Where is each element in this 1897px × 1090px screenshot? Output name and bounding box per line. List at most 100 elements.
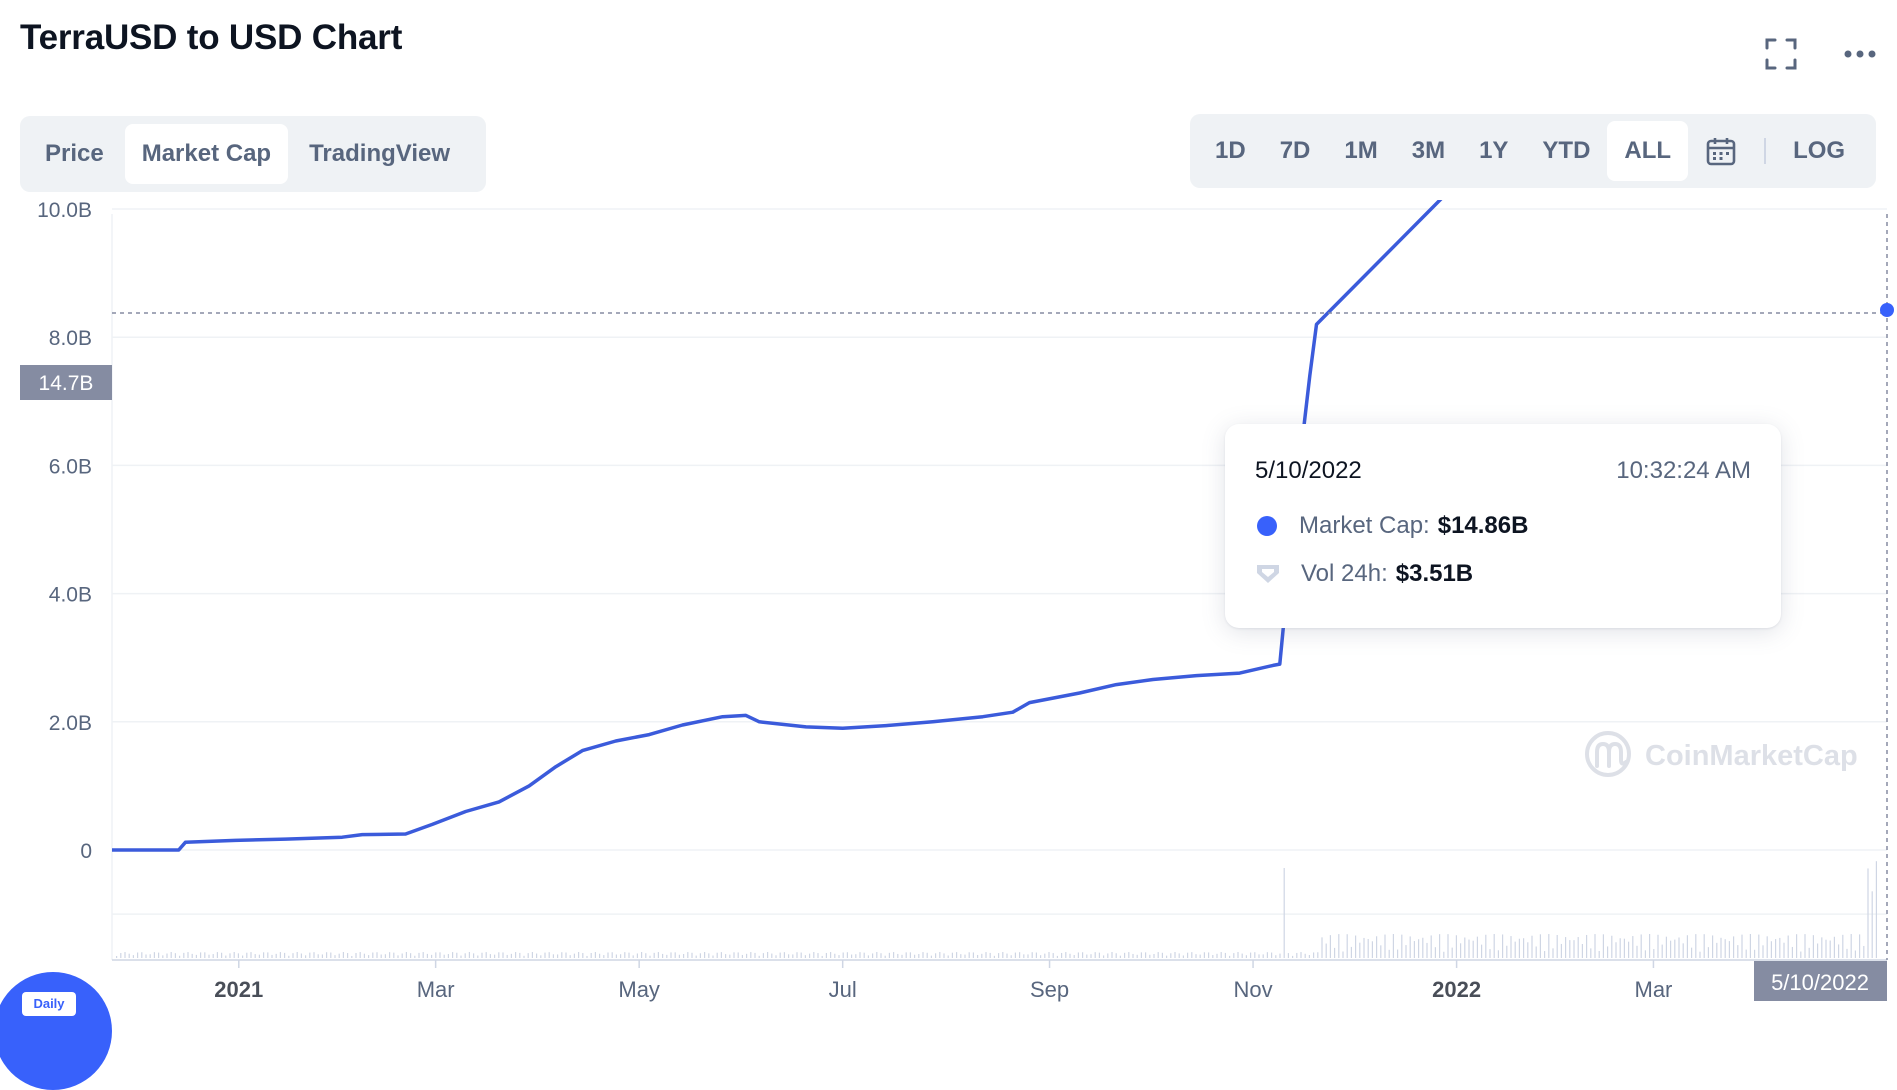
tooltip-volume-label: Vol 24h: — [1301, 560, 1388, 587]
volume-bar — [897, 953, 899, 958]
volume-bar — [1565, 937, 1567, 958]
y-tick-label: 10.0B — [37, 200, 92, 222]
volume-bar — [384, 954, 386, 958]
volume-bar — [779, 952, 781, 958]
volume-bar — [687, 952, 689, 958]
volume-bar — [1241, 953, 1243, 958]
market-cap-line — [112, 0, 1631, 852]
range-1d[interactable]: 1D — [1215, 137, 1246, 164]
volume-bar — [1619, 938, 1621, 958]
volume-bar — [935, 953, 937, 958]
volume-bar — [523, 955, 525, 958]
volume-bar — [225, 955, 227, 958]
crosshair-y-label-text: 14.7B — [39, 372, 94, 395]
volume-bar — [1682, 943, 1684, 958]
volume-bar — [998, 953, 1000, 958]
calendar-button[interactable] — [1688, 121, 1754, 181]
volume-bar — [1212, 954, 1214, 958]
volume-bar — [1094, 952, 1096, 958]
volume-bar — [1107, 953, 1109, 958]
volume-bar — [1821, 937, 1823, 958]
volume-bar — [842, 952, 844, 958]
volume-bar — [670, 952, 672, 958]
range-ytd[interactable]: YTD — [1542, 137, 1591, 164]
volume-bar — [515, 952, 517, 958]
daily-badge[interactable]: Daily — [0, 972, 112, 1090]
volume-bar — [884, 955, 886, 958]
volume-bar — [1581, 943, 1583, 958]
x-tick-label: 2021 — [214, 977, 263, 1002]
volume-bar — [536, 953, 538, 958]
range-all[interactable]: ALL — [1607, 121, 1689, 181]
volume-bar — [758, 955, 760, 958]
volume-bar — [267, 952, 269, 958]
volume-bar — [1191, 952, 1193, 958]
range-7d[interactable]: 7D — [1279, 137, 1311, 164]
range-1y[interactable]: 1Y — [1479, 137, 1509, 164]
chart-tooltip: 5/10/2022 10:32:24 AM Market Cap: $14.86… — [1225, 424, 1781, 628]
tab-market-cap[interactable]: Market Cap — [124, 124, 289, 184]
range-3m[interactable]: 3M — [1411, 137, 1446, 164]
volume-bar — [783, 952, 785, 958]
volume-bar — [729, 954, 731, 958]
volume-bar — [1686, 935, 1688, 958]
volume-bar — [1245, 955, 1247, 958]
volume-bar — [405, 952, 407, 958]
volume-bar — [460, 955, 462, 958]
volume-bar — [1052, 953, 1054, 958]
volume-bar — [1275, 955, 1277, 958]
volume-bar — [485, 952, 487, 958]
volume-bar — [1044, 953, 1046, 958]
volume-bar — [632, 955, 634, 958]
log-toggle[interactable]: LOG — [1793, 137, 1846, 164]
volume-bar — [1787, 935, 1789, 958]
tab-tradingview[interactable]: TradingView — [309, 140, 451, 167]
volume-bar — [397, 955, 399, 958]
volume-bar — [838, 955, 840, 958]
volume-bar — [208, 954, 210, 958]
volume-bar — [422, 952, 424, 958]
tab-price[interactable]: Price — [45, 140, 104, 167]
volume-bar — [1577, 937, 1579, 958]
volume-bar — [981, 953, 983, 958]
volume-bar — [1632, 936, 1634, 958]
volume-bar — [1300, 952, 1302, 958]
volume-bar — [221, 952, 223, 958]
fullscreen-icon[interactable] — [1763, 36, 1799, 72]
y-tick-label: 2.0B — [49, 712, 92, 735]
volume-bar — [456, 952, 458, 958]
volume-bar — [746, 953, 748, 958]
volume-bar — [716, 952, 718, 958]
volume-bar — [649, 955, 651, 958]
volume-bar — [519, 952, 521, 958]
crosshair-x-label-text: 5/10/2022 — [1771, 970, 1869, 995]
range-1m[interactable]: 1M — [1344, 137, 1378, 164]
volume-bar — [1468, 939, 1470, 958]
volume-bar — [1796, 934, 1798, 958]
volume-bar — [263, 952, 265, 958]
watermark-text: CoinMarketCap — [1645, 740, 1858, 772]
more-horizontal-icon[interactable] — [1840, 36, 1880, 72]
volume-bar — [380, 954, 382, 958]
volume-bar — [624, 952, 626, 958]
volume-bar — [1019, 952, 1021, 958]
volume-bar — [481, 952, 483, 958]
volume-bar — [989, 952, 991, 958]
volume-bar — [1544, 951, 1546, 958]
volume-bar — [1208, 952, 1210, 958]
volume-bar — [1644, 950, 1646, 958]
volume-bar — [977, 954, 979, 958]
volume-bar — [1321, 937, 1323, 958]
volume-bar — [1182, 955, 1184, 958]
volume-bar — [972, 952, 974, 958]
coinmarketcap-watermark: CoinMarketCap — [1585, 731, 1858, 777]
volume-bar — [695, 955, 697, 958]
volume-bar — [439, 952, 441, 958]
volume-bar — [426, 953, 428, 958]
calendar-icon — [1706, 138, 1736, 166]
volume-bar — [498, 952, 500, 958]
volume-bar — [901, 954, 903, 958]
y-axis: 02.0B4.0B6.0B8.0B10.0B12.0B14.0B16.0B18.… — [37, 71, 92, 863]
volume-bar — [1712, 935, 1714, 958]
volume-bar — [1237, 952, 1239, 958]
